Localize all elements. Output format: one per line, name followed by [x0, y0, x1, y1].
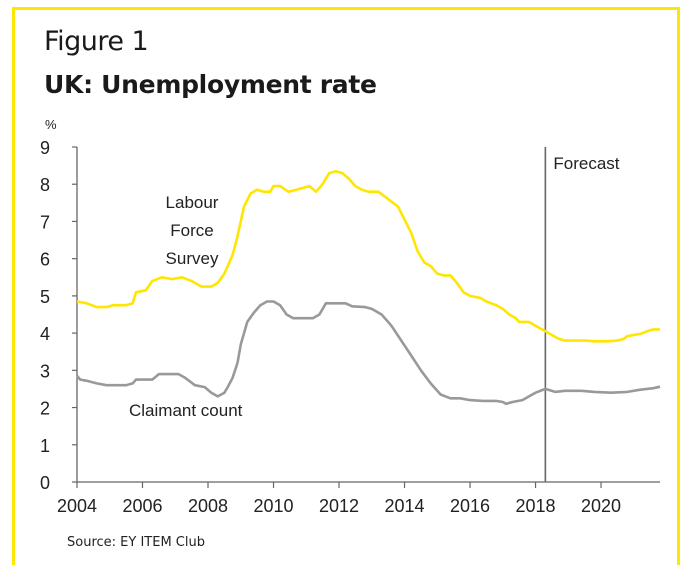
y-axis-unit: %: [45, 117, 57, 132]
x-tick-label: 2012: [319, 496, 359, 516]
y-tick-label: 3: [40, 361, 50, 381]
x-tick-label: 2004: [57, 496, 97, 516]
figure-frame: [12, 7, 680, 565]
figure-label: Figure 1: [44, 26, 149, 57]
y-tick-label: 4: [40, 324, 50, 344]
source-note: Source: EY ITEM Club: [67, 535, 205, 550]
lfs-series-label: Labour: [166, 193, 219, 212]
lfs-series-label: Survey: [166, 249, 219, 268]
chart-title: UK: Unemployment rate: [44, 70, 377, 99]
x-tick-label: 2006: [122, 496, 162, 516]
y-tick-label: 1: [40, 436, 50, 456]
x-tick-label: 2018: [516, 496, 556, 516]
y-tick-label: 0: [40, 473, 50, 493]
claimant-series-label: Claimant count: [129, 401, 243, 420]
y-tick-label: 2: [40, 399, 50, 419]
y-tick-label: 6: [40, 250, 50, 270]
y-tick-label: 9: [40, 138, 50, 158]
x-tick-label: 2014: [385, 496, 425, 516]
claimant-series-line: [76, 300, 661, 406]
x-tick-label: 2010: [253, 496, 293, 516]
x-tick-label: 2008: [188, 496, 228, 516]
y-tick-label: 8: [40, 175, 50, 195]
lfs-series-line: [76, 169, 660, 343]
lfs-series-label: Force: [170, 221, 213, 240]
forecast-label: Forecast: [553, 154, 619, 173]
x-tick-label: 2016: [450, 496, 490, 516]
y-tick-label: 5: [40, 287, 50, 307]
x-tick-label: 2020: [581, 496, 621, 516]
y-tick-label: 7: [40, 212, 50, 232]
